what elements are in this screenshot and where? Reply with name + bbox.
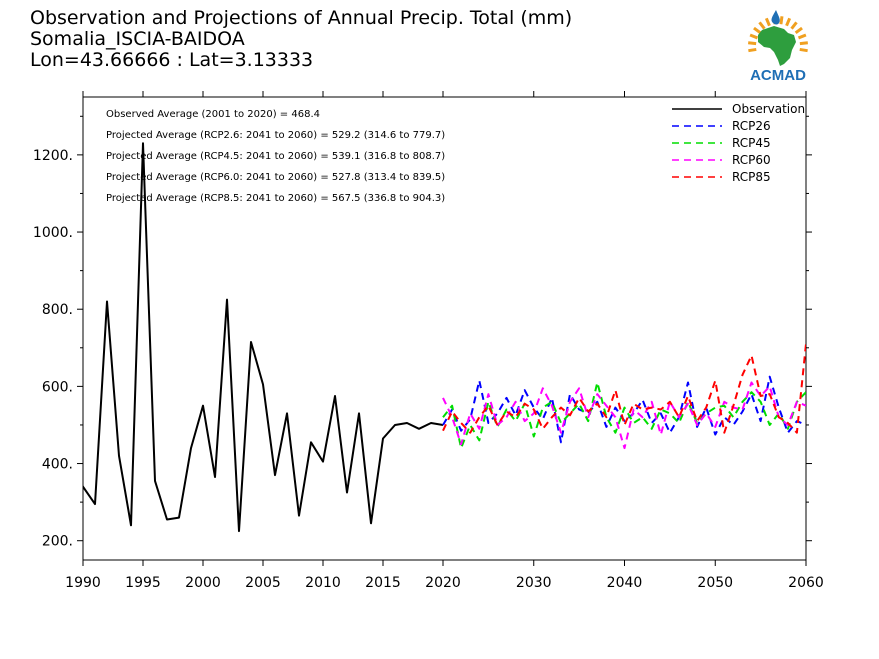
logo-sun-ray [748,47,757,53]
x-tick-label: 2060 [788,575,824,591]
legend-label: RCP26 [732,119,771,133]
annotations: Observed Average (2001 to 2020) = 468.4 P… [106,109,445,204]
x-tick-label: 2040 [607,575,643,591]
annotation-line: Projected Average (RCP8.5: 2041 to 2060)… [106,193,445,204]
logo-water-drop [771,10,780,25]
legend-label: RCP60 [732,153,771,167]
annotation-line: Projected Average (RCP4.5: 2041 to 2060)… [106,151,445,162]
annotation-line: Projected Average (RCP6.0: 2041 to 2060)… [106,172,445,183]
legend-label: RCP45 [732,136,771,150]
logo-sun-ray [779,16,784,25]
station-name: Somalia_ISCIA-BAIDOA [30,28,245,50]
legend-label: Observation [732,102,805,116]
station-coordinates: Lon=43.66666 : Lat=3.13333 [30,49,314,71]
logo-africa-map [758,26,796,66]
series-line-rcp60 [442,381,806,450]
x-tick-label: 2050 [697,575,733,591]
x-tick-label: 2020 [425,575,461,591]
y-tick-label: 600. [42,379,73,395]
logo-text: ACMAD [750,67,806,84]
logo-sun-ray [748,41,757,46]
x-tick-label: 2030 [516,575,552,591]
x-tick-label: 1990 [65,575,101,591]
logo-sun-ray [790,21,798,30]
series-line-rcp26 [442,375,806,444]
logo-sun-ray [797,33,807,40]
logo-sun-ray [794,26,803,35]
plot-border [82,96,807,561]
x-tick-label: 2000 [185,575,221,591]
y-tick-label: 200. [42,534,73,550]
series-layer [83,142,806,533]
logo-sun-ray [753,26,762,35]
legend: Observation RCP26 RCP45 RCP60 RCP85 [672,102,805,184]
logo-sun-rays [748,16,808,53]
x-tick-label: 2015 [365,575,401,591]
plot-frame [82,96,807,561]
logo-sun-ray [758,21,766,30]
y-tick-label: 1200. [33,148,73,164]
logo-sun-ray [764,17,771,27]
annotation-line: Observed Average (2001 to 2020) = 468.4 [106,109,320,120]
y-tick-label: 800. [42,302,73,318]
series-line-observation [83,142,444,533]
legend-label: RCP85 [732,170,771,184]
africa-map-logo-icon: ACMAD [748,10,808,84]
logo-sun-ray [749,33,759,40]
logo-sun-ray [785,17,792,27]
y-axis-ticks: 200. 400. 600. 800. 1000. 1200. [33,115,812,550]
annotation-line: Projected Average (RCP2.6: 2041 to 2060)… [106,130,445,141]
series-line-rcp45 [442,381,806,450]
x-tick-label: 1995 [125,575,161,591]
x-tick-label: 2005 [245,575,281,591]
chart-title: Observation and Projections of Annual Pr… [30,7,573,29]
series-line-rcp85 [442,343,806,434]
y-tick-label: 400. [42,457,73,473]
x-axis-ticks: 1990 1995 2000 2005 2010 2015 2020 2030 2040 2050… [65,91,824,591]
title-block: Observation and Projections of Annual Pr… [30,8,572,71]
y-tick-label: 1000. [33,225,73,241]
x-tick-label: 2010 [305,575,341,591]
logo-sun-ray [799,41,808,46]
logo-sun-ray [799,47,808,53]
